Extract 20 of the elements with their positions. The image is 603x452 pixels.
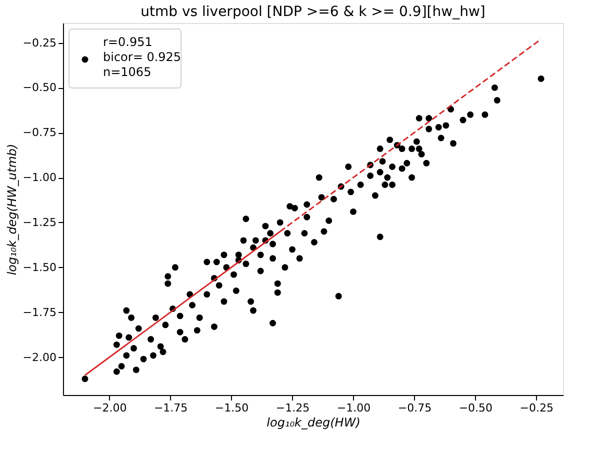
chart-title: utmb vs liverpool [NDP >=6 & k >= 0.9][hw_hw] <box>140 4 486 20</box>
x-tick-label: −1.50 <box>214 402 249 414</box>
x-tick-label: −2.00 <box>92 402 127 414</box>
y-tick-label: −1.50 <box>22 260 56 274</box>
legend-label: r=0.951 bicor= 0.925 n=1065 <box>103 35 182 79</box>
y-tick-label: −0.25 <box>22 36 56 50</box>
x-axis-title: log₁₀k_deg(HW) <box>266 416 360 430</box>
x-tick-label: −1.75 <box>154 402 188 414</box>
y-axis-title: log₁₀k_deg(HW_utmb) <box>4 144 19 276</box>
y-tick-label: −1.25 <box>22 216 56 229</box>
y-tick-label: −0.75 <box>22 126 56 140</box>
x-tick-label: −1.25 <box>276 402 310 414</box>
y-tick-label: −1.00 <box>22 171 56 184</box>
x-tick-label: −1.00 <box>336 402 371 414</box>
y-tick-label: −1.75 <box>22 306 56 319</box>
x-tick-label: −0.25 <box>520 402 554 414</box>
y-tick-label: −0.50 <box>22 81 56 94</box>
x-tick-label: −0.50 <box>458 402 493 414</box>
x-tick-label: −0.75 <box>398 402 432 414</box>
y-tick-label: −2.00 <box>22 350 56 364</box>
